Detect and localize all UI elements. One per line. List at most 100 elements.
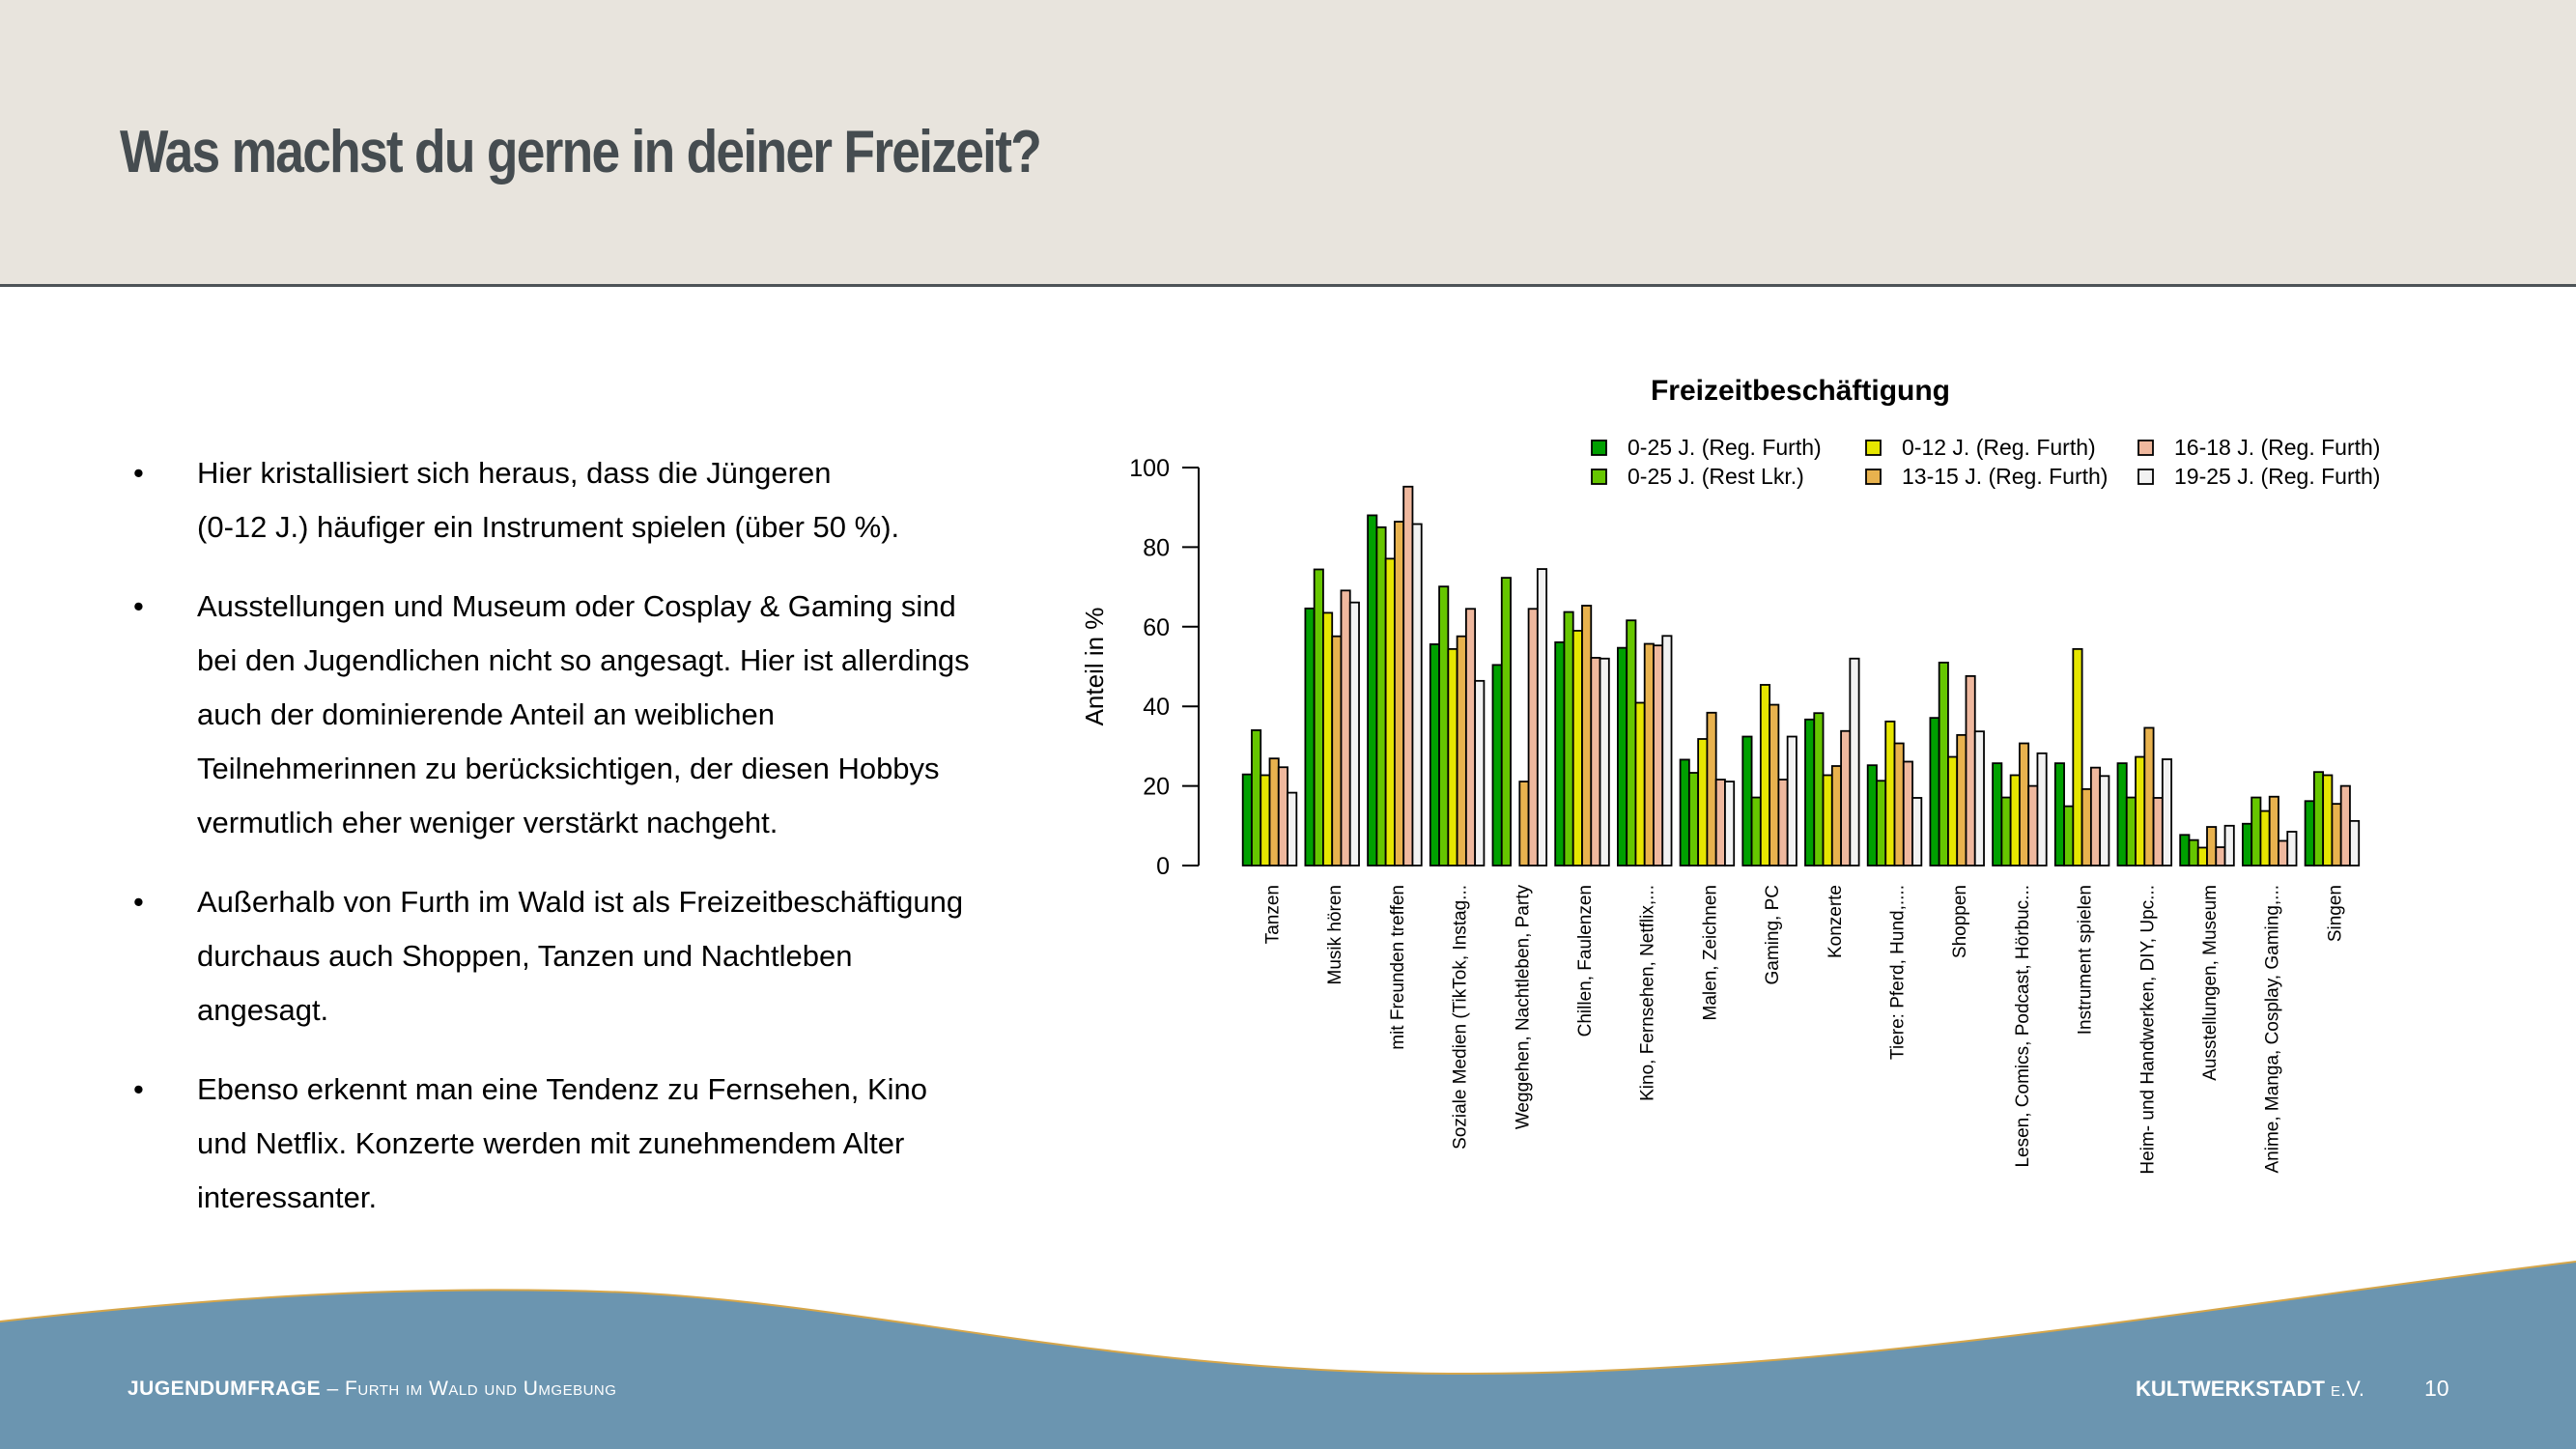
bar [1241,773,1253,867]
bar [1590,657,1601,867]
legend-label: 16-18 J. (Reg. Furth) [2174,435,2380,460]
legend-swatch [2137,469,2154,485]
bar [1464,608,1477,867]
x-tick-label: Gaming, PC [1763,885,1783,984]
x-tick-label: Malen, Zeichnen [1700,885,1720,1020]
footer-organization: KULTWERKSTADT e.V. [2136,1377,2364,1402]
bar [1367,514,1378,867]
bar [1759,684,1771,867]
bar-group [1929,661,1985,867]
x-tick-label: Tiere: Pferd, Hund,.... [1888,885,1909,1060]
bar [1876,780,1887,867]
bullet-dot-icon: • [133,456,144,490]
x-tick-label: Lesen, Comics, Podcast, Hörbuc... [2013,885,2033,1168]
legend-swatch [1865,469,1882,485]
bullet-text-line: und Netflix. Konzerte werden mit zunehme… [197,1126,905,1160]
bullet-dot-icon: • [133,885,144,919]
bar [2286,831,2298,867]
bar [1411,523,1423,867]
bar-group [1429,585,1486,867]
bullet-text-line: Teilnehmerinnen zu berücksichtigen, der … [197,752,940,785]
x-tick-label: mit Freunden treffen [1388,885,1408,1050]
bar [1394,521,1405,867]
bar [1536,568,1548,867]
bar [2099,775,2110,867]
bar [1518,781,1530,867]
bar [2019,742,2030,867]
bar [2322,774,2334,867]
bar [1741,735,1753,867]
bar-group [2116,726,2173,867]
x-tick-label: Instrument spielen [2076,885,2096,1035]
bar [2027,784,2039,867]
bar [1992,762,2003,867]
bar [1965,674,1976,867]
legend-label: 0-25 J. (Reg. Furth) [1628,435,1822,460]
bullet-text-line: auch der dominierende Anteil an weiblich… [197,697,776,731]
bar-group [1804,657,1860,867]
y-tick-label: 60 [1143,614,1170,641]
footer-wave-band [0,1262,2576,1449]
bar [1626,619,1637,867]
bar [1724,781,1736,867]
bullet-list: • Hier kristallisiert sich heraus, dass d… [133,446,1022,1250]
bar [2143,726,2155,867]
bar [1554,640,1566,867]
bar [1456,635,1467,867]
legend-swatch [2137,440,2154,456]
bar [1679,758,1690,867]
bar-group [2304,771,2361,867]
bar-group [1992,742,2048,867]
bar [1563,611,1574,867]
page-number: 10 [2424,1376,2449,1401]
footer-survey-name: JUGENDUMFRAGE [127,1378,322,1400]
bar [2339,784,2351,867]
x-axis-labels: Tanzen Musik hören mit Freunden treffen Soz… [1263,885,2346,1175]
bar [1706,711,1717,867]
bullet-text-line: Hier kristallisiert sich heraus, dass di… [197,456,832,490]
bar [2331,803,2342,867]
chart-svg: Freizeitbeschäftigung Anteil in % 0 20 40 6… [1080,375,2380,1175]
bullet-text-line: Außerhalb von Furth im Wald ist als Frei… [197,885,964,919]
bar [1938,661,1949,867]
bar [2268,795,2279,867]
bar [1322,611,1334,867]
bar [1697,738,1709,867]
bar [1491,664,1503,867]
bar [2161,758,2173,867]
bar [1527,608,1539,867]
bar [1893,742,1905,867]
bar-group [1241,729,1298,867]
bar [1786,735,1798,867]
bar [2259,810,2271,867]
bar [1866,764,1878,867]
bar [1929,717,1940,867]
bar [2349,819,2361,867]
bar-group [1304,568,1360,867]
bar [1313,568,1324,867]
bar [1375,526,1387,867]
bar-group [2053,647,2110,867]
bar [2135,755,2146,867]
bullet-text-line: bei den Jugendlichen nicht so angesagt. … [197,643,970,677]
bar [1500,577,1512,867]
bar [1956,733,1967,867]
bar-group [1866,720,1923,867]
y-tick-label: 0 [1156,853,1170,880]
bar [2196,846,2208,867]
legend-item: 0-25 J. (Reg. Furth) [1591,435,1822,460]
bar [1822,774,1833,867]
bullet-text-line: vermutlich eher weniger verstärkt nachge… [197,806,778,839]
bar [1643,642,1655,867]
bar [1277,766,1288,867]
legend-label: 0-12 J. (Reg. Furth) [1902,435,2096,460]
bar [2312,771,2325,867]
bar [2081,787,2092,867]
y-axis: 0 20 40 60 80 100 [1129,455,1200,880]
bar [1714,779,1726,867]
y-tick-label: 20 [1143,774,1170,801]
bar-group [2242,795,2298,867]
y-tick-label: 100 [1129,455,1170,482]
bar [1617,646,1628,867]
bar-group [2179,824,2235,867]
